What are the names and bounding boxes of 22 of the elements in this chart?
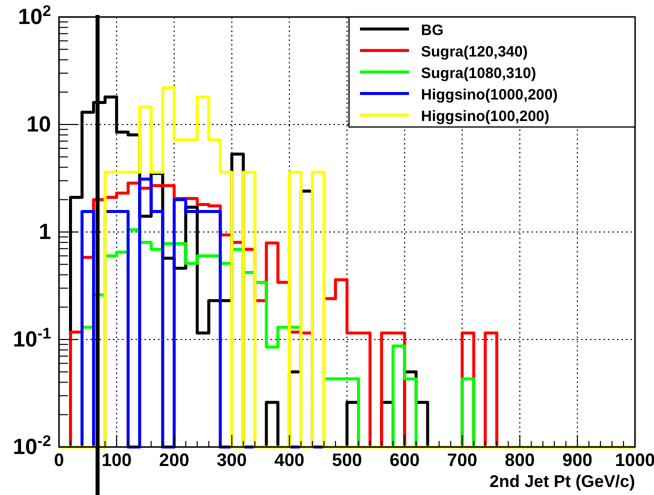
- legend-label: Sugra(1080,310): [421, 65, 536, 82]
- legend-label: BG: [421, 22, 444, 39]
- x-tick-label: 500: [332, 450, 362, 470]
- y-tick-label: 10$^{2}$: [18, 2, 51, 30]
- y-tick-label: 10$^{-2}$: [12, 432, 51, 460]
- x-tick-label: 200: [159, 450, 190, 470]
- x-axis-title: 2nd Jet Pt (GeV/c): [490, 472, 635, 491]
- x-tick-label: 100: [102, 450, 132, 470]
- x-tick-label: 400: [274, 450, 304, 470]
- x-tick-label: 600: [390, 450, 420, 470]
- y-tick-label: 10$^{-1}$: [12, 325, 52, 352]
- x-tick-label: 300: [216, 450, 247, 470]
- x-tick-label: 900: [562, 450, 592, 470]
- legend-label: Higgsino(1000,200): [421, 86, 558, 104]
- y-tick-label: 10: [26, 112, 51, 137]
- x-tick-label: 700: [447, 450, 478, 470]
- x-tick-label: 0: [54, 450, 64, 470]
- x-tick-label: 1000: [614, 450, 654, 470]
- y-tick-label: 1: [38, 219, 51, 244]
- legend-label: Higgsino(100,200): [421, 108, 550, 125]
- legend-label: Sugra(120,340): [421, 44, 528, 60]
- x-tick-label: 800: [504, 450, 535, 470]
